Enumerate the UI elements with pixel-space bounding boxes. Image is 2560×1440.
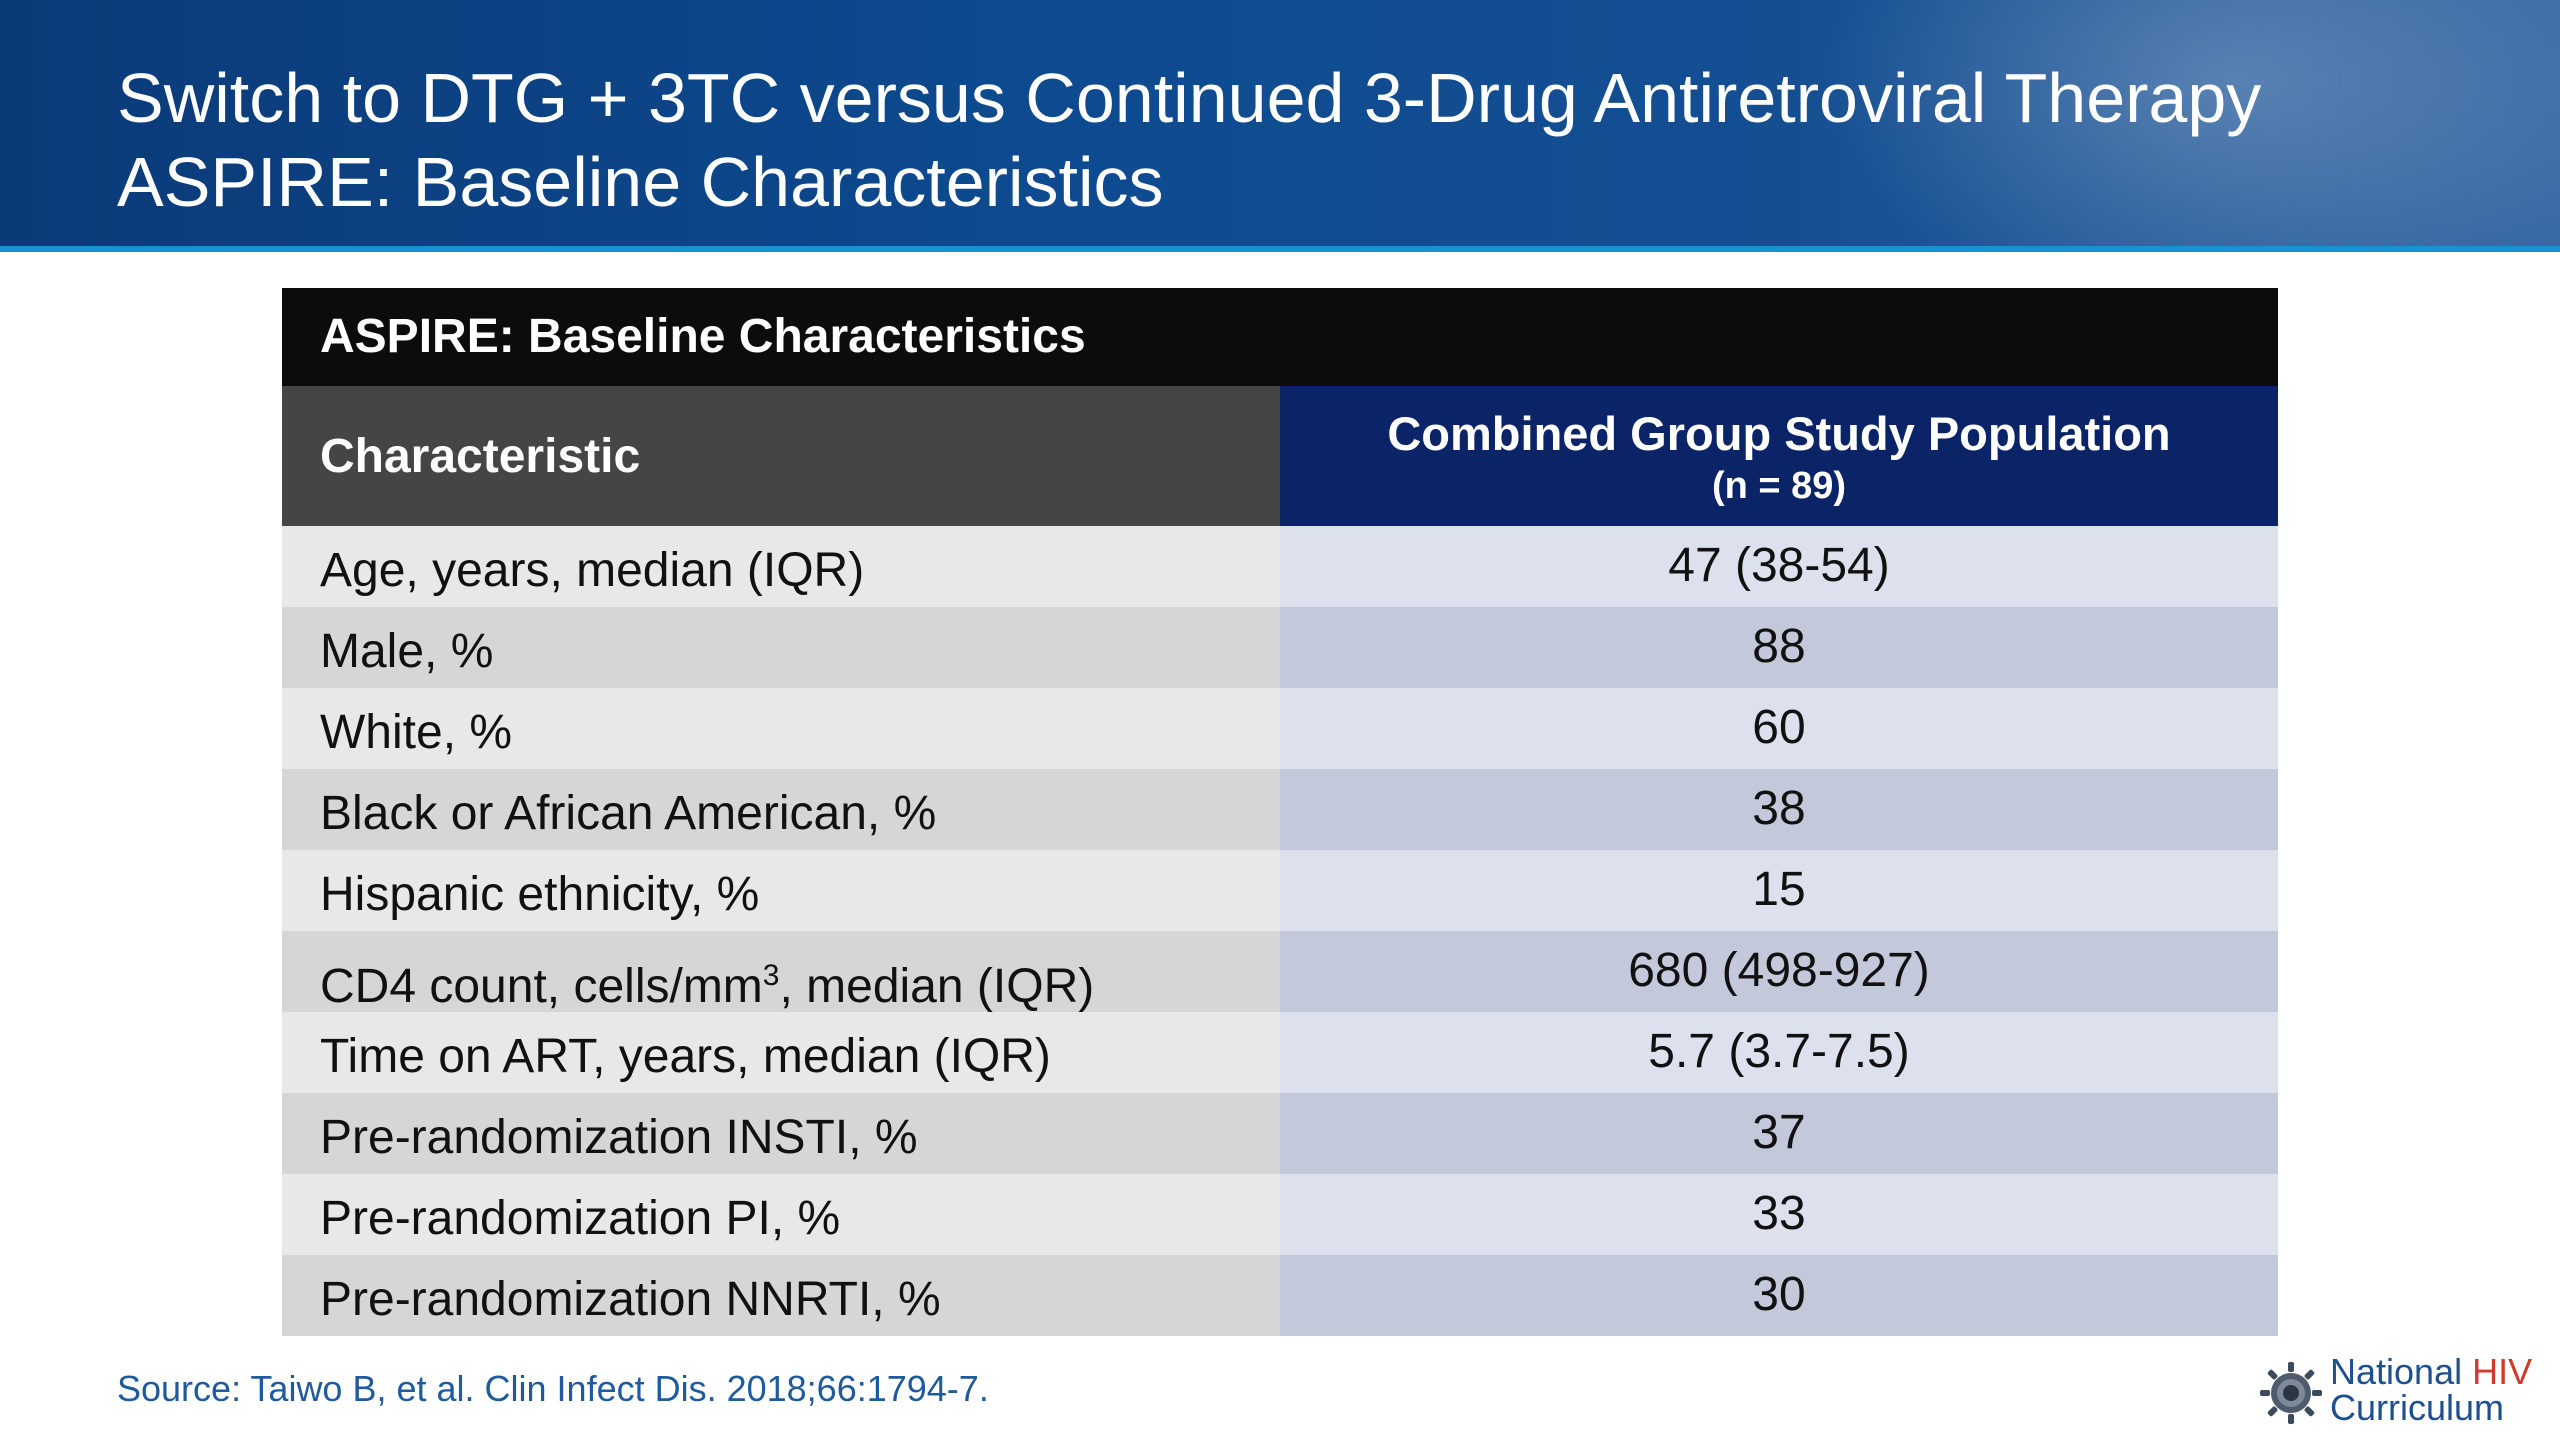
column-header-n: (n = 89) <box>1711 465 1847 507</box>
row-value: 680 (498-927) <box>1280 931 2278 1012</box>
table-row: Pre-randomization PI, % 33 <box>282 1174 2278 1255</box>
table-row: Age, years, median (IQR) 47 (38-54) <box>282 526 2278 607</box>
row-label: Pre-randomization NNRTI, % <box>282 1255 1280 1336</box>
table-row: Pre-randomization INSTI, % 37 <box>282 1093 2278 1174</box>
table-row: Time on ART, years, median (IQR) 5.7 (3.… <box>282 1012 2278 1093</box>
row-value: 15 <box>1280 850 2278 931</box>
logo-line-1: National HIV <box>2330 1354 2532 1390</box>
logo-hiv: HIV <box>2472 1351 2533 1392</box>
logo-text: National HIV Curriculum <box>2330 1354 2532 1426</box>
row-label-main: CD4 count, cells/mm <box>320 960 763 1013</box>
header-glow <box>1780 0 2560 246</box>
row-label: Pre-randomization PI, % <box>282 1174 1280 1255</box>
slide-header: Switch to DTG + 3TC versus Continued 3-D… <box>0 0 2560 252</box>
baseline-table: ASPIRE: Baseline Characteristics Charact… <box>282 288 2278 1336</box>
row-value: 37 <box>1280 1093 2278 1174</box>
logo-national: National <box>2330 1351 2473 1392</box>
row-label: Black or African American, % <box>282 769 1280 850</box>
table-row: Pre-randomization NNRTI, % 30 <box>282 1255 2278 1336</box>
table-title: ASPIRE: Baseline Characteristics <box>282 288 2278 386</box>
column-header-characteristic: Characteristic <box>282 386 1280 526</box>
globe-gear-icon <box>2260 1362 2322 1424</box>
row-value: 38 <box>1280 769 2278 850</box>
table-row: White, % 60 <box>282 688 2278 769</box>
row-label-suffix: , median (IQR) <box>779 960 1095 1013</box>
row-label: Hispanic ethnicity, % <box>282 850 1280 931</box>
logo-line-2: Curriculum <box>2330 1387 2505 1428</box>
table-row: Hispanic ethnicity, % 15 <box>282 850 2278 931</box>
table-row: Male, % 88 <box>282 607 2278 688</box>
column-header-title: Combined Group Study Population <box>1387 407 2171 460</box>
slide-title-line-1: Switch to DTG + 3TC versus Continued 3-D… <box>117 59 2262 137</box>
column-header-combined-group: Combined Group Study Population (n = 89) <box>1280 386 2278 526</box>
national-hiv-curriculum-logo: National HIV Curriculum <box>2256 1352 2546 1432</box>
row-value: 60 <box>1280 688 2278 769</box>
row-label-superscript: 3 <box>762 959 780 992</box>
row-label: Male, % <box>282 607 1280 688</box>
row-label: Pre-randomization INSTI, % <box>282 1093 1280 1174</box>
row-value: 47 (38-54) <box>1280 526 2278 607</box>
row-value: 5.7 (3.7-7.5) <box>1280 1012 2278 1093</box>
row-label: Time on ART, years, median (IQR) <box>282 1012 1280 1093</box>
row-value: 30 <box>1280 1255 2278 1336</box>
row-value: 33 <box>1280 1174 2278 1255</box>
table-row: CD4 count, cells/mm3, median (IQR) 680 (… <box>282 931 2278 1013</box>
row-label: CD4 count, cells/mm3, median (IQR) <box>282 931 1280 1013</box>
row-label: Age, years, median (IQR) <box>282 526 1280 607</box>
row-label: White, % <box>282 688 1280 769</box>
slide-title-line-2: ASPIRE: Baseline Characteristics <box>117 143 1164 221</box>
row-value: 88 <box>1280 607 2278 688</box>
source-citation: Source: Taiwo B, et al. Clin Infect Dis.… <box>117 1368 989 1409</box>
table-row: Black or African American, % 38 <box>282 769 2278 850</box>
table-header-row: Characteristic Combined Group Study Popu… <box>282 386 2278 526</box>
